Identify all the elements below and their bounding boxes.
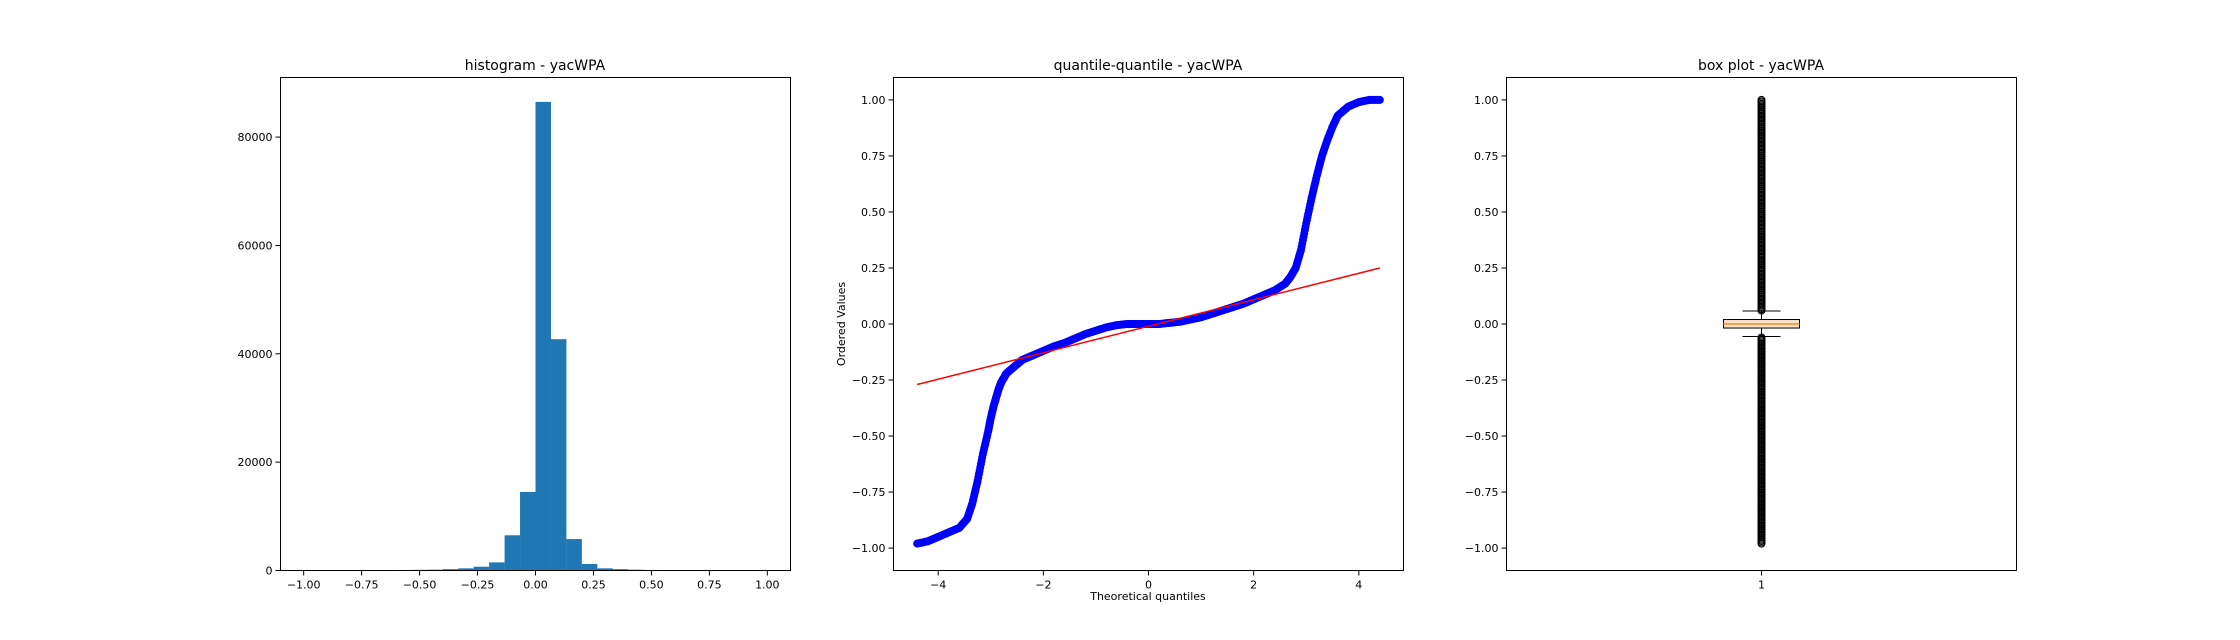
qq-axes-frame	[893, 77, 1404, 571]
qq-y-axis-label: Ordered Values	[835, 282, 848, 366]
boxplot-marks	[1723, 95, 1800, 548]
x-tick-label: 0	[1145, 579, 1152, 592]
y-tick-label: 0.25	[861, 262, 886, 275]
y-tick-label: 0.75	[1474, 150, 1499, 163]
x-tick-label: 0.75	[697, 579, 722, 592]
x-tick-label: 1.00	[755, 579, 780, 592]
x-tick-label: 0.50	[639, 579, 664, 592]
qq-reference-line	[916, 267, 1381, 386]
y-tick-label: −1.00	[1465, 542, 1499, 555]
y-tick-label: −1.00	[852, 542, 886, 555]
boxplot-panel: box plot - yacWPA 1 −1.00 −0.75 −0.50 −0.25…	[1465, 58, 2017, 592]
histogram-bars	[303, 101, 768, 571]
histogram-y-ticks: 0 20000 40000 60000 80000	[238, 131, 281, 578]
y-tick-label: 20000	[238, 456, 273, 469]
boxplot-x-ticks: 1	[1758, 570, 1765, 592]
qq-point	[1375, 95, 1384, 104]
x-tick-label: 1	[1758, 579, 1765, 592]
y-tick-label: 1.00	[861, 94, 886, 107]
qq-y-ticks: −1.00 −0.75 −0.50 −0.25 0.00 0.25 0.50 0.75 1.00	[852, 94, 894, 555]
qq-x-ticks: −4 −2 0 2 4	[930, 570, 1362, 592]
x-tick-label: 2	[1250, 579, 1257, 592]
y-tick-label: 60000	[238, 239, 273, 252]
y-tick-label: −0.75	[852, 486, 886, 499]
histogram-bar	[489, 562, 505, 571]
x-tick-label: −2	[1035, 579, 1051, 592]
x-tick-label: −4	[930, 579, 946, 592]
histogram-bar	[581, 563, 598, 571]
y-tick-label: −0.75	[1465, 486, 1499, 499]
y-tick-label: −0.25	[852, 374, 886, 387]
histogram-bar	[612, 569, 629, 571]
qq-panel: quantile-quantile - yacWPA −4 −2 0 2 4 −1.00…	[835, 58, 1404, 603]
boxplot-y-ticks: −1.00 −0.75 −0.50 −0.25 0.00 0.25 0.50 0.75 1.00	[1465, 94, 1507, 555]
histogram-bar	[442, 569, 459, 571]
y-tick-label: 1.00	[1474, 94, 1499, 107]
x-tick-label: 0.25	[581, 579, 606, 592]
y-tick-label: 40000	[238, 348, 273, 361]
y-tick-label: 0.50	[861, 206, 886, 219]
x-tick-label: −1.00	[287, 579, 321, 592]
y-tick-label: 80000	[238, 131, 273, 144]
boxplot-flier	[1757, 95, 1766, 104]
qq-title: quantile-quantile - yacWPA	[1054, 58, 1243, 74]
histogram-panel: histogram - yacWPA −1.00 −0.75 −0.50 −0.25 0…	[238, 58, 791, 592]
y-tick-label: 0.25	[1474, 262, 1499, 275]
x-tick-label: 4	[1355, 579, 1362, 592]
boxplot-axes-frame	[1506, 77, 2017, 571]
histogram-x-ticks: −1.00 −0.75 −0.50 −0.25 0.00 0.25 0.50 0.75 1.00	[287, 570, 780, 592]
y-tick-label: 0	[266, 565, 273, 578]
x-tick-label: −0.25	[461, 579, 495, 592]
y-tick-label: 0.50	[1474, 206, 1499, 219]
qq-points	[913, 95, 1384, 548]
histogram-title: histogram - yacWPA	[465, 58, 606, 74]
y-tick-label: 0.75	[861, 150, 886, 163]
histogram-bar	[458, 568, 474, 571]
histogram-axes-frame	[280, 77, 791, 571]
histogram-bar	[566, 539, 582, 571]
histogram-bar	[597, 568, 613, 571]
histogram-bar	[520, 491, 536, 571]
histogram-bar	[504, 535, 521, 571]
x-tick-label: −0.50	[403, 579, 437, 592]
histogram-bar	[550, 339, 567, 571]
y-tick-label: 0.00	[861, 318, 886, 331]
boxplot-title: box plot - yacWPA	[1698, 58, 1824, 74]
y-tick-label: −0.25	[1465, 374, 1499, 387]
histogram-bar	[473, 566, 490, 571]
x-tick-label: 0.00	[523, 579, 548, 592]
qq-x-axis-label: Theoretical quantiles	[1089, 590, 1206, 603]
y-tick-label: −0.50	[852, 430, 886, 443]
y-tick-label: 0.00	[1474, 318, 1499, 331]
y-tick-label: −0.50	[1465, 430, 1499, 443]
histogram-bar	[535, 101, 551, 571]
x-tick-label: −0.75	[345, 579, 379, 592]
